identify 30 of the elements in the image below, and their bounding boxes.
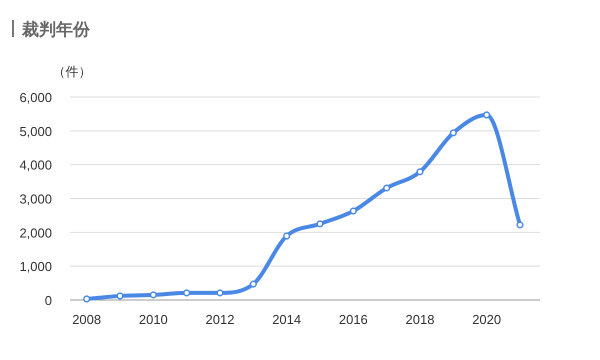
point — [250, 280, 257, 288]
point — [150, 291, 157, 298]
y-tick-label: 0 — [44, 293, 52, 308]
point — [483, 111, 490, 118]
point — [416, 168, 424, 176]
point — [516, 221, 524, 228]
chart-title: 裁判年份 — [21, 20, 91, 39]
y-tick-label: 1,000 — [19, 259, 52, 274]
y-tick-label: 6,000 — [19, 90, 52, 105]
x-tick-label: 2014 — [272, 312, 302, 327]
point — [316, 220, 324, 228]
y-tick-label: 3,000 — [19, 192, 52, 206]
point — [183, 289, 190, 296]
point — [450, 129, 457, 136]
point — [83, 295, 90, 303]
y-tick-label: 2,000 — [19, 225, 52, 240]
x-tick-label: 2018 — [406, 312, 434, 327]
x-tick-label: 2020 — [472, 312, 502, 327]
x-tick-label: 2016 — [338, 312, 368, 327]
point — [283, 232, 290, 240]
point — [350, 207, 357, 215]
y-axis-title: （件） — [52, 64, 92, 79]
y-tick-label: 4,000 — [19, 158, 52, 173]
x-tick-label: 2012 — [206, 312, 234, 327]
point — [383, 184, 390, 192]
point — [116, 292, 124, 300]
x-tick-label: 2008 — [72, 312, 102, 327]
point — [216, 289, 224, 296]
y-tick-label: 5,000 — [19, 124, 52, 139]
x-tick-label: 2010 — [138, 312, 168, 327]
